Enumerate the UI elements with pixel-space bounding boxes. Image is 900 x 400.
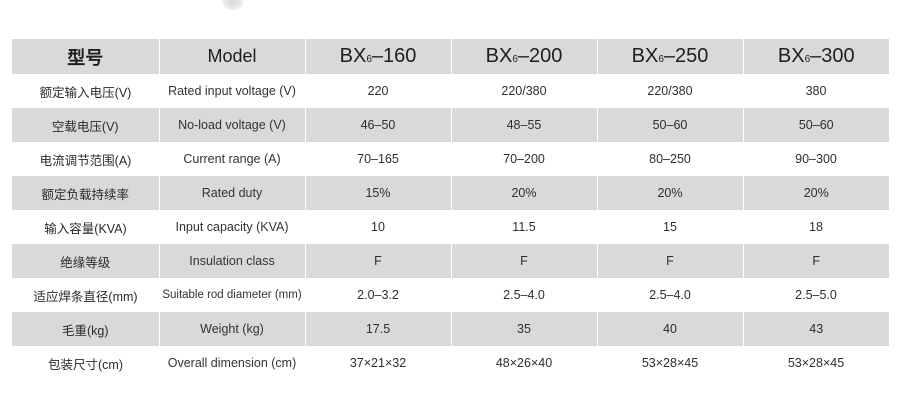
row-en-label: Rated duty: [158, 176, 305, 210]
row-en-label: Input capacity (KVA): [175, 220, 289, 234]
row-value: 2.0–3.2: [357, 288, 399, 302]
model-subscript: 6: [512, 54, 518, 65]
row-value: 48–55: [450, 108, 597, 142]
row-cn-label: 额定负载持续率: [41, 187, 129, 202]
header-cn-label: 型号: [67, 47, 104, 68]
row-cn-label: 空载电压(V): [51, 119, 119, 134]
spec-row-rated-input-voltage: 额定输入电压(V) Rated input voltage (V) 220 22…: [12, 74, 889, 108]
row-value: 2.5–4.0: [503, 288, 545, 302]
row-value: 15%: [304, 176, 451, 210]
row-value: 380: [805, 84, 827, 98]
model-suffix: –250: [663, 45, 709, 67]
row-value: 48×26×40: [495, 356, 553, 370]
row-value: 70–200: [503, 152, 545, 166]
header-model: BX6–300: [742, 39, 889, 74]
row-cn-label: 额定输入电压(V): [39, 85, 132, 100]
model-suffix: –200: [517, 45, 563, 67]
model-suffix: –300: [810, 45, 855, 67]
row-value: 11.5: [512, 220, 536, 234]
model-prefix: BX: [777, 45, 805, 67]
model-subscript: 6: [804, 54, 811, 65]
row-en-label: Suitable rod diameter (mm): [162, 289, 302, 301]
row-cn-label: 电流调节范围(A): [39, 153, 132, 168]
spec-table: 型号 Model BX6–160 BX6–200 BX6–250 BX6–300…: [12, 39, 889, 380]
row-cn-label: 毛重(kg): [61, 323, 109, 338]
row-value: 17.5: [304, 312, 451, 346]
row-value: 37×21×32: [349, 356, 407, 370]
row-value: 50–60: [742, 108, 889, 142]
row-en-label: No-load voltage (V): [158, 108, 305, 142]
row-value: F: [304, 244, 451, 278]
row-value: 220/380: [647, 84, 693, 98]
spec-row-rated-duty: 额定负载持续率 Rated duty 15% 20% 20% 20%: [12, 176, 889, 210]
header-model: BX6–250: [596, 39, 743, 74]
row-en-label: Insulation class: [158, 244, 305, 278]
header-en-label: Model: [158, 39, 305, 74]
row-value: 15: [663, 220, 677, 234]
model-prefix: BX: [339, 45, 367, 67]
row-en-label: Rated input voltage (V): [168, 84, 296, 98]
row-value: 35: [450, 312, 597, 346]
row-value: 53×28×45: [787, 356, 845, 370]
spec-row-input-capacity: 输入容量(KVA) Input capacity (KVA) 10 11.5 1…: [12, 210, 889, 244]
row-value: 2.5–5.0: [795, 288, 837, 302]
row-value: F: [596, 244, 743, 278]
header-model: BX6–160: [304, 39, 451, 74]
row-cn-label: 绝缘等级: [60, 255, 111, 270]
header-row: 型号 Model BX6–160 BX6–200 BX6–250 BX6–300: [12, 39, 889, 74]
header-model: BX6–200: [450, 39, 597, 74]
row-value: 80–250: [649, 152, 691, 166]
row-value: 50–60: [596, 108, 743, 142]
spec-row-weight: 毛重(kg) Weight (kg) 17.5 35 40 43: [12, 312, 889, 346]
row-value: 40: [596, 312, 743, 346]
row-en-label: Weight (kg): [158, 312, 305, 346]
model-subscript: 6: [366, 54, 372, 65]
model-prefix: BX: [485, 45, 513, 67]
row-value: 53×28×45: [641, 356, 699, 370]
model-subscript: 6: [658, 54, 664, 65]
row-cn-label: 输入容量(KVA): [44, 221, 127, 236]
row-value: F: [742, 244, 889, 278]
row-cn-label: 包装尺寸(cm): [48, 357, 123, 372]
spec-row-insulation-class: 绝缘等级 Insulation class F F F F: [12, 244, 889, 278]
spec-row-overall-dimension: 包装尺寸(cm) Overall dimension (cm) 37×21×32…: [12, 346, 889, 380]
top-smudge-mark: [222, 0, 244, 10]
row-value: 2.5–4.0: [649, 288, 691, 302]
row-en-label: Current range (A): [183, 152, 281, 166]
row-value: 90–300: [795, 152, 837, 166]
row-value: 43: [742, 312, 889, 346]
row-value: 220: [367, 84, 389, 98]
row-value: 20%: [596, 176, 743, 210]
spec-row-no-load-voltage: 空载电压(V) No-load voltage (V) 46–50 48–55 …: [12, 108, 889, 142]
row-value: 20%: [450, 176, 597, 210]
row-value: F: [450, 244, 597, 278]
model-suffix: –160: [371, 45, 417, 67]
row-value: 10: [371, 220, 385, 234]
spec-row-current-range: 电流调节范围(A) Current range (A) 70–165 70–20…: [12, 142, 889, 176]
row-value: 220/380: [501, 84, 547, 98]
row-en-label: Overall dimension (cm): [167, 356, 297, 370]
spec-row-rod-diameter: 适应焊条直径(mm) Suitable rod diameter (mm) 2.…: [12, 278, 889, 312]
row-cn-label: 适应焊条直径(mm): [33, 289, 138, 304]
row-value: 20%: [742, 176, 889, 210]
row-value: 46–50: [304, 108, 451, 142]
model-prefix: BX: [631, 45, 659, 67]
row-value: 70–165: [357, 152, 399, 166]
row-value: 18: [809, 220, 823, 234]
